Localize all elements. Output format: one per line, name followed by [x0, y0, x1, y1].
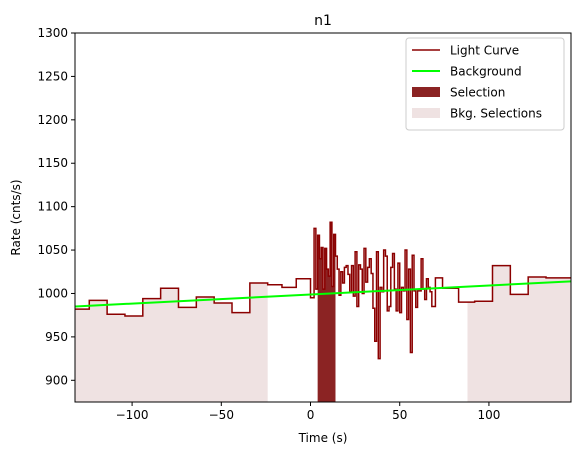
legend: Light Curve Background Selection Bkg. Selec… [405, 37, 565, 131]
selection-span [317, 222, 336, 402]
y-tick-label: 1100 [37, 200, 68, 214]
y-tick-label: 900 [45, 373, 68, 387]
plot-frame [74, 32, 572, 403]
legend-swatch [412, 87, 440, 97]
axes: −100 −50 0 50 100 900 950 1000 1050 1100 1150 1200 1… [37, 26, 500, 422]
legend-swatch [412, 108, 440, 118]
selection-spans [75, 222, 571, 402]
bkg-selection-span-1 [75, 283, 268, 402]
background-fit-line [75, 280, 571, 308]
x-axis-label: Time (s) [298, 431, 348, 445]
legend-box [405, 37, 565, 131]
y-tick-label: 1300 [37, 26, 68, 40]
x-tick-label: −50 [209, 408, 234, 422]
data-series [75, 221, 571, 360]
legend-label: Selection [450, 86, 505, 100]
light-curve-line [75, 221, 571, 360]
y-tick-label: 1000 [37, 286, 68, 300]
legend-label: Light Curve [450, 44, 519, 58]
y-tick-label: 1200 [37, 113, 68, 127]
legend-label: Background [450, 65, 522, 79]
chart-title: n1 [314, 13, 332, 29]
y-tick-label: 1250 [37, 69, 68, 83]
x-tick-label: −100 [116, 408, 149, 422]
bkg-selection-span-2 [467, 265, 571, 402]
y-tick-label: 1050 [37, 243, 68, 257]
x-tick-label: 0 [307, 408, 315, 422]
x-tick-label: 100 [477, 408, 500, 422]
legend-label: Bkg. Selections [450, 107, 542, 121]
y-tick-label: 950 [45, 330, 68, 344]
y-tick-label: 1150 [37, 156, 68, 170]
y-axis-label: Rate (cnts/s) [9, 179, 23, 255]
x-tick-label: 50 [392, 408, 407, 422]
